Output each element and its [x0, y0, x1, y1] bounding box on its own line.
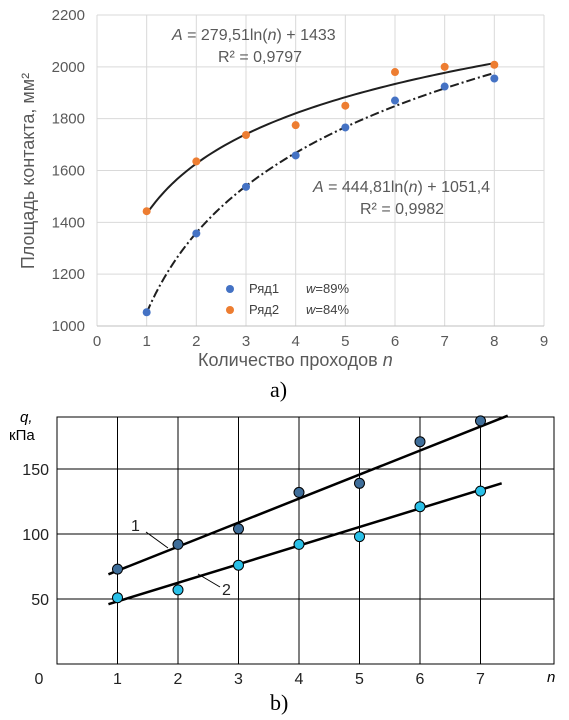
chart-a-y-tick-label: 1200 — [52, 266, 85, 283]
legend-label-series-2: Ряд2 — [249, 302, 279, 317]
series-2-leader — [197, 573, 221, 588]
chart-b-point-series-2 — [233, 559, 244, 571]
chart-a-x-tick-label: 0 — [93, 333, 101, 350]
chart-b-point-series-1 — [172, 538, 184, 550]
chart-b-point-series-1 — [112, 563, 123, 575]
legend-note-series-2: w=84% — [306, 302, 349, 317]
chart-a-annotation-2-r2: R² = 0,9982 — [360, 201, 444, 218]
chart-a-x-tick-label: 7 — [440, 333, 448, 350]
chart-a-y-tick-label: 1600 — [52, 163, 85, 180]
trendline-series-2 — [145, 62, 495, 215]
chart-a-x-tick-label: 6 — [391, 333, 399, 350]
chart-b-x-tick-label: 0 — [35, 671, 44, 688]
chart-b-point-series-2 — [112, 592, 123, 604]
chart-a-y-tick-label: 1000 — [52, 318, 85, 335]
chart-b-point-series-2 — [354, 531, 365, 543]
chart-a-x-tick-label: 9 — [540, 333, 548, 350]
point-series-1 — [192, 229, 201, 238]
chart-b-x-ticks: 0 1 2 3 4 5 6 7 — [35, 671, 486, 688]
chart-b-point-series-1 — [475, 415, 486, 427]
point-series-1 — [291, 151, 300, 160]
chart-b-x-tick-label: 5 — [355, 671, 364, 688]
series-2-label: 2 — [222, 582, 231, 599]
chart-b-panel-label: b) — [270, 690, 288, 715]
point-series-2 — [192, 157, 201, 166]
chart-a-annotation-2: A = 444,81ln(n) + 1051,4 — [312, 179, 490, 196]
legend-label-series-1: Ряд1 — [249, 281, 279, 296]
point-series-2 — [490, 60, 499, 69]
chart-a-grid — [96, 14, 545, 327]
chart-a-x-ticks: 0 1 2 3 4 5 6 7 8 9 — [93, 333, 548, 350]
chart-b: 0 1 2 3 4 5 6 7 50 100 150 1 2 q, кПа n b) — [9, 409, 555, 715]
chart-b-grid — [57, 417, 554, 664]
point-series-1 — [391, 96, 399, 105]
chart-b-point-series-1 — [354, 477, 365, 489]
chart-b-x-tick-label: 2 — [174, 671, 183, 688]
chart-b-point-series-2 — [293, 538, 305, 550]
chart-a-x-axis-label: Количество проходов n — [198, 350, 393, 370]
trendline-series-1 — [145, 72, 495, 314]
chart-b-trendline-2 — [108, 482, 503, 606]
point-series-1 — [440, 82, 449, 91]
chart-b-point-series-1 — [414, 436, 426, 448]
chart-b-x-tick-label: 3 — [234, 671, 243, 688]
chart-b-points — [112, 415, 486, 604]
chart-b-point-series-2 — [414, 501, 426, 513]
chart-b-x-tick-label: 6 — [416, 671, 425, 688]
chart-a-x-tick-label: 8 — [490, 333, 498, 350]
legend-marker-series-1 — [226, 285, 234, 293]
chart-a-y-ticks: 1000 1200 1400 1600 1800 2000 2200 — [52, 7, 85, 335]
chart-a-x-tick-label: 4 — [291, 333, 299, 350]
chart-b-point-series-1 — [233, 523, 244, 535]
chart-a-legend: Ряд1 w=89% Ряд2 w=84% — [226, 281, 349, 317]
chart-a-x-tick-label: 1 — [142, 333, 150, 350]
chart-b-y-tick-label: 100 — [22, 527, 49, 544]
chart-b-y-axis-label-line2: кПа — [9, 427, 35, 444]
chart-a-y-tick-label: 1800 — [52, 111, 85, 128]
chart-a-y-tick-label: 2000 — [52, 59, 85, 76]
chart-a-points — [142, 60, 499, 317]
point-series-2 — [440, 62, 449, 71]
chart-a-y-axis-label: Площадь контакта, мм² — [18, 73, 38, 269]
chart-a-trendlines — [145, 62, 495, 314]
chart-b-trendlines — [107, 414, 509, 606]
chart-b-y-ticks: 50 100 150 — [22, 462, 49, 609]
point-series-1 — [490, 74, 499, 83]
series-1-label: 1 — [131, 518, 140, 535]
chart-b-y-tick-label: 150 — [22, 462, 49, 479]
chart-b-plot-frame — [56, 416, 555, 665]
chart-b-point-series-1 — [293, 486, 305, 498]
point-series-1 — [142, 308, 151, 317]
point-series-2 — [391, 68, 399, 77]
legend-marker-series-2 — [226, 306, 234, 314]
point-series-2 — [291, 121, 300, 130]
chart-b-y-tick-label: 50 — [31, 592, 49, 609]
chart-a-panel-label: a) — [270, 377, 287, 402]
point-series-2 — [142, 207, 151, 216]
point-series-1 — [341, 123, 350, 132]
point-series-2 — [341, 101, 350, 110]
point-series-2 — [242, 130, 250, 139]
chart-a-annotation-1: A = 279,51ln(n) + 1433 — [171, 27, 336, 44]
point-series-1 — [242, 182, 250, 191]
chart-b-point-series-2 — [172, 584, 184, 596]
chart-b-trendline-1 — [107, 414, 509, 576]
chart-b-x-tick-label: 1 — [113, 671, 122, 688]
chart-a-y-tick-label: 2200 — [52, 7, 85, 24]
chart-a-annotation-1-r2: R² = 0,9797 — [218, 49, 302, 66]
legend-note-series-1: w=89% — [306, 281, 349, 296]
chart-b-x-tick-label: 7 — [476, 671, 485, 688]
chart-a-x-tick-label: 2 — [192, 333, 200, 350]
chart-b-x-tick-label: 4 — [295, 671, 304, 688]
chart-a-x-tick-label: 5 — [341, 333, 349, 350]
chart-a-x-tick-label: 3 — [242, 333, 250, 350]
chart-b-point-series-2 — [475, 485, 486, 497]
chart-b-x-axis-label: n — [547, 669, 555, 686]
chart-a-y-tick-label: 1400 — [52, 214, 85, 231]
chart-b-y-axis-label-line1: q, — [20, 409, 33, 426]
series-1-leader — [145, 531, 169, 549]
